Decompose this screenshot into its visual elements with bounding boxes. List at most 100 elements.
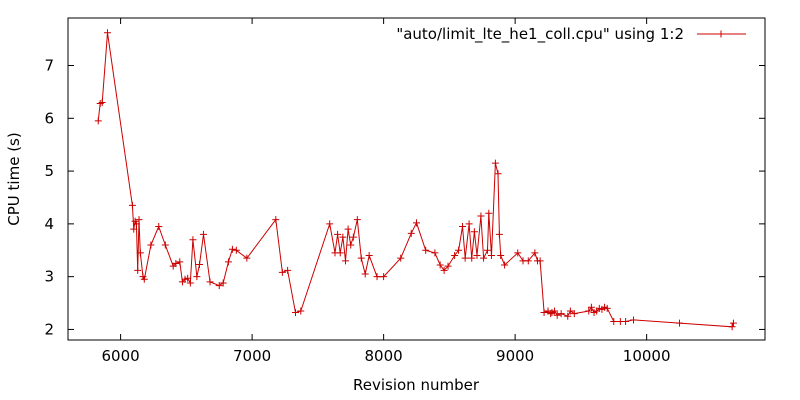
data-point (465, 220, 473, 228)
data-point (459, 223, 467, 231)
data-point (480, 254, 488, 262)
data-point (196, 261, 204, 269)
data-point (103, 29, 111, 37)
data-point (365, 252, 373, 260)
data-point (436, 261, 444, 269)
data-point (339, 233, 347, 241)
data-point (551, 307, 559, 315)
x-tick-label: 6000 (102, 347, 140, 365)
data-point (232, 246, 240, 254)
data-point (487, 252, 495, 260)
data-point (336, 249, 344, 257)
data-point (440, 266, 448, 274)
data-point (380, 273, 388, 281)
data-point (470, 228, 478, 236)
data-point (407, 229, 415, 237)
data-point (228, 245, 236, 253)
data-point (243, 254, 251, 262)
data-point (98, 98, 106, 106)
y-tick-label: 4 (44, 215, 54, 233)
data-point (186, 279, 194, 287)
data-point (140, 275, 148, 283)
data-point (353, 216, 361, 224)
data-point (347, 241, 355, 249)
data-point (422, 246, 430, 254)
data-point (501, 261, 509, 269)
data-point (94, 117, 102, 125)
data-point (566, 307, 574, 315)
data-point (272, 216, 280, 224)
x-tick-label: 8000 (365, 347, 403, 365)
data-point (585, 307, 593, 315)
data-point (468, 254, 476, 262)
data-point (357, 254, 365, 262)
data-point (610, 318, 618, 326)
legend-label: "auto/limit_lte_he1_coll.cpu" using 1:2 (396, 25, 684, 44)
data-point (514, 249, 522, 257)
series-layer (94, 29, 737, 331)
y-tick-label: 5 (44, 162, 54, 180)
y-axis-label: CPU time (s) (5, 132, 23, 225)
data-point (676, 319, 684, 327)
data-point (334, 230, 342, 238)
data-point (147, 241, 155, 249)
data-point (373, 273, 381, 281)
data-point (397, 254, 405, 262)
data-point (728, 323, 736, 331)
data-point (444, 262, 452, 270)
data-point (477, 212, 485, 220)
data-point (292, 309, 300, 317)
data-point (564, 312, 572, 320)
data-point (451, 252, 459, 260)
x-axis-label: Revision number (353, 376, 480, 394)
data-point (494, 170, 502, 178)
data-point (344, 225, 352, 233)
data-point (629, 316, 637, 324)
data-point (132, 220, 140, 228)
data-point (136, 249, 144, 257)
data-point (161, 241, 169, 249)
y-tick-label: 3 (44, 268, 54, 286)
data-point (130, 225, 138, 233)
data-point (135, 216, 143, 224)
data-point (495, 230, 503, 238)
data-point (570, 310, 578, 318)
data-point (172, 259, 180, 267)
legend: "auto/limit_lte_he1_coll.cpu" using 1:2 (396, 25, 746, 44)
x-tick-label: 7000 (233, 347, 271, 365)
data-point (184, 274, 192, 282)
data-point (326, 220, 334, 228)
data-point (473, 252, 481, 260)
data-point (587, 303, 595, 311)
data-point (278, 268, 286, 276)
data-point (361, 270, 369, 278)
data-point (461, 254, 469, 262)
data-point (128, 201, 136, 209)
data-point (219, 279, 227, 287)
data-point (729, 319, 737, 327)
data-point (189, 236, 197, 244)
plot-frame (67, 17, 766, 341)
data-point (524, 257, 532, 265)
data-point (341, 257, 349, 265)
data-point (484, 246, 492, 254)
data-point (206, 278, 214, 286)
y-tick-label: 7 (44, 57, 54, 75)
y-tick-label: 2 (44, 320, 54, 338)
data-point (284, 266, 292, 274)
data-point (540, 309, 548, 317)
data-point (199, 230, 207, 238)
axis-ticks: 6000 7000 8000 9000 10000 2 3 4 5 6 7 (44, 18, 765, 365)
data-point (349, 233, 357, 241)
y-tick-label: 6 (44, 109, 54, 127)
data-point (176, 258, 184, 266)
data-point (413, 219, 420, 227)
data-point (455, 246, 463, 254)
data-point (536, 257, 544, 265)
data-point (553, 311, 561, 319)
data-point (491, 159, 499, 167)
data-point (193, 273, 201, 281)
data-point (603, 304, 611, 312)
data-point (485, 209, 493, 217)
